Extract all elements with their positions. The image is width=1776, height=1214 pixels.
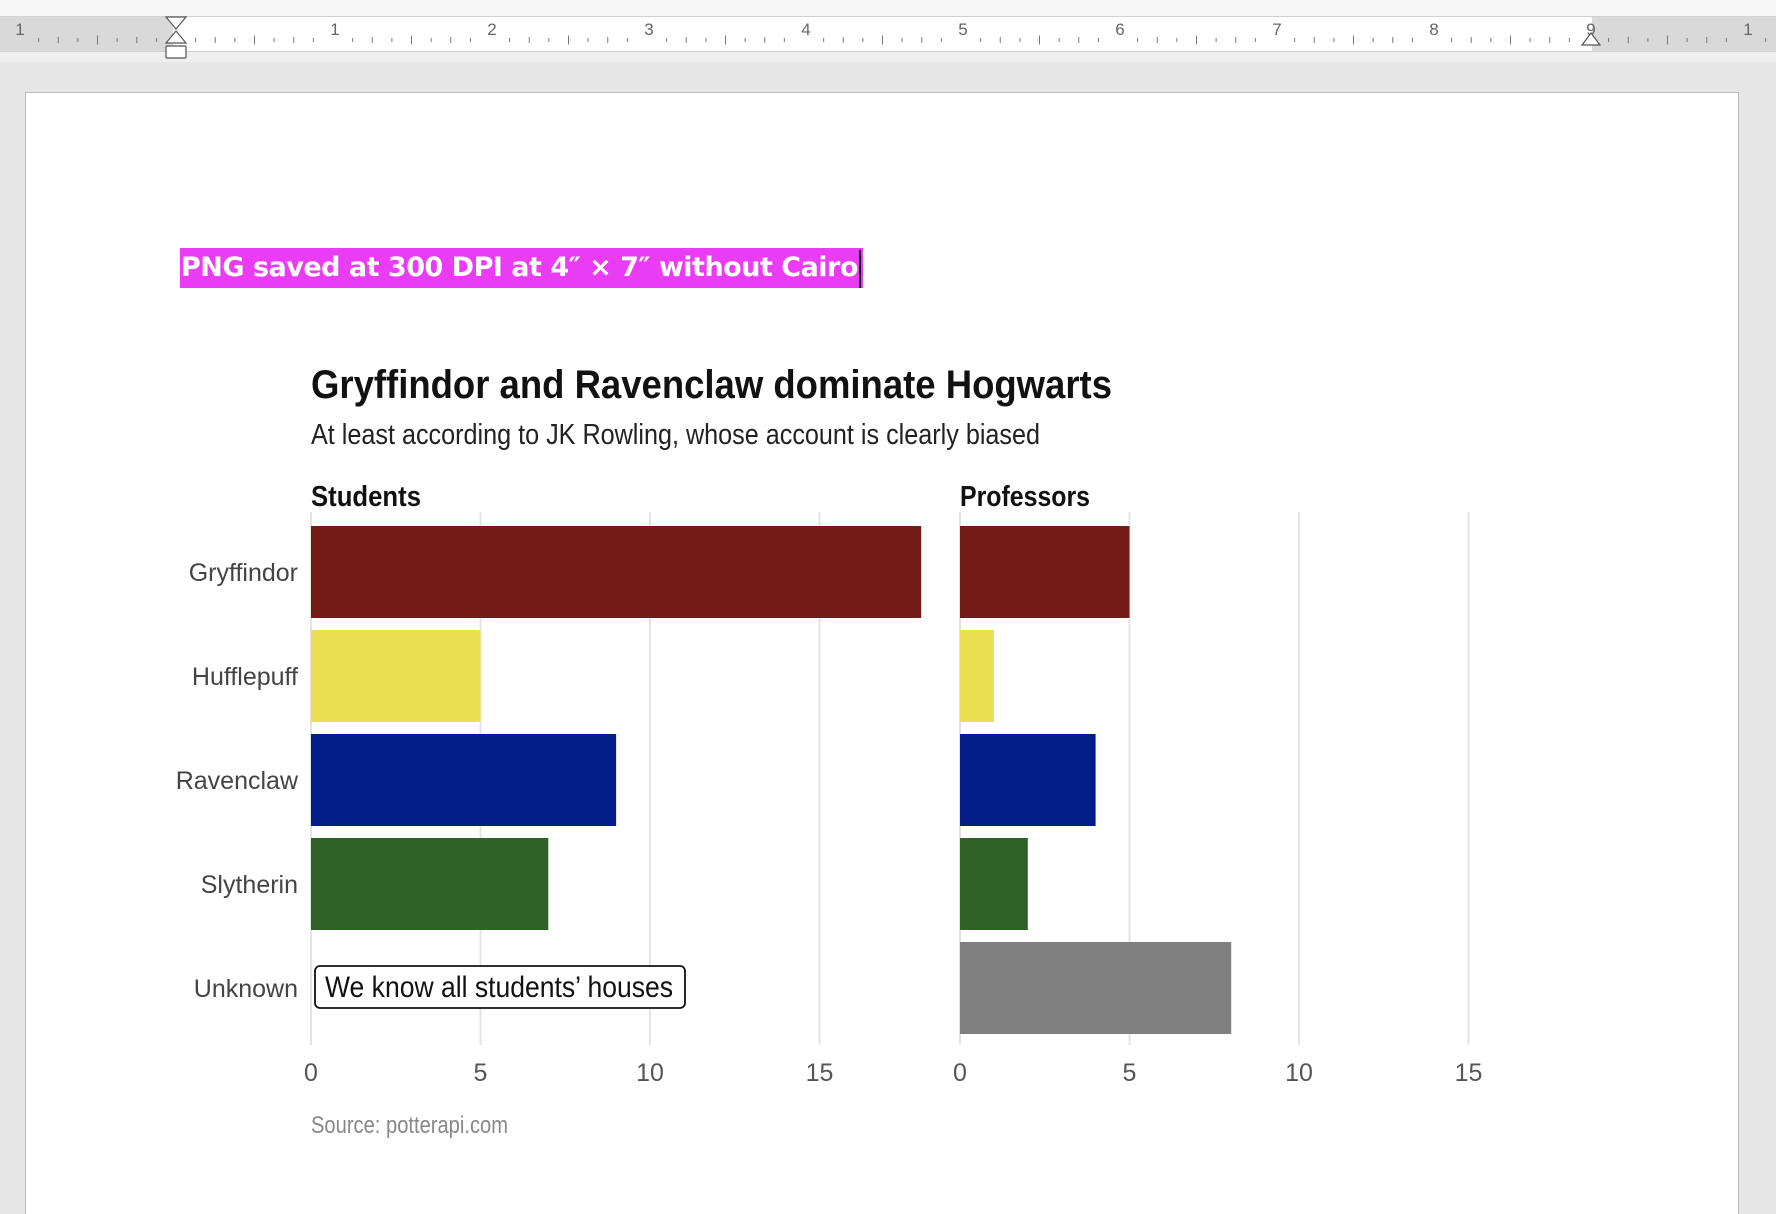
ruler-number: 2 bbox=[487, 20, 496, 39]
highlighted-caption[interactable]: PNG saved at 300 DPI at 4″ × 7″ without … bbox=[180, 248, 863, 288]
ruler-left-margin bbox=[0, 17, 173, 51]
horizontal-ruler[interactable] bbox=[0, 17, 1776, 52]
first-line-indent-marker[interactable] bbox=[164, 16, 188, 30]
ruler-right-margin bbox=[1592, 17, 1776, 51]
text-cursor bbox=[858, 249, 861, 288]
ruler-number: 3 bbox=[644, 20, 653, 39]
ruler-number: 9 bbox=[1586, 20, 1595, 39]
ribbon-edge bbox=[0, 0, 1776, 17]
ruler-number: 6 bbox=[1115, 20, 1124, 39]
ruler-number: 1 bbox=[1743, 20, 1752, 39]
ruler-number: 4 bbox=[801, 20, 810, 39]
right-indent-marker[interactable] bbox=[1580, 32, 1602, 46]
ruler-number: 1 bbox=[330, 20, 339, 39]
ruler-ticks: 1 1 2 3 4 5 6 7 8 9 1 bbox=[15, 16, 1767, 59]
ruler-number: 8 bbox=[1429, 20, 1438, 39]
caption-text: PNG saved at 300 DPI at 4″ × 7″ without … bbox=[181, 252, 858, 283]
ruler-number: 7 bbox=[1272, 20, 1281, 39]
ruler-number: 5 bbox=[958, 20, 967, 39]
hanging-indent-marker[interactable] bbox=[164, 30, 188, 59]
ruler-number: 1 bbox=[15, 20, 24, 39]
